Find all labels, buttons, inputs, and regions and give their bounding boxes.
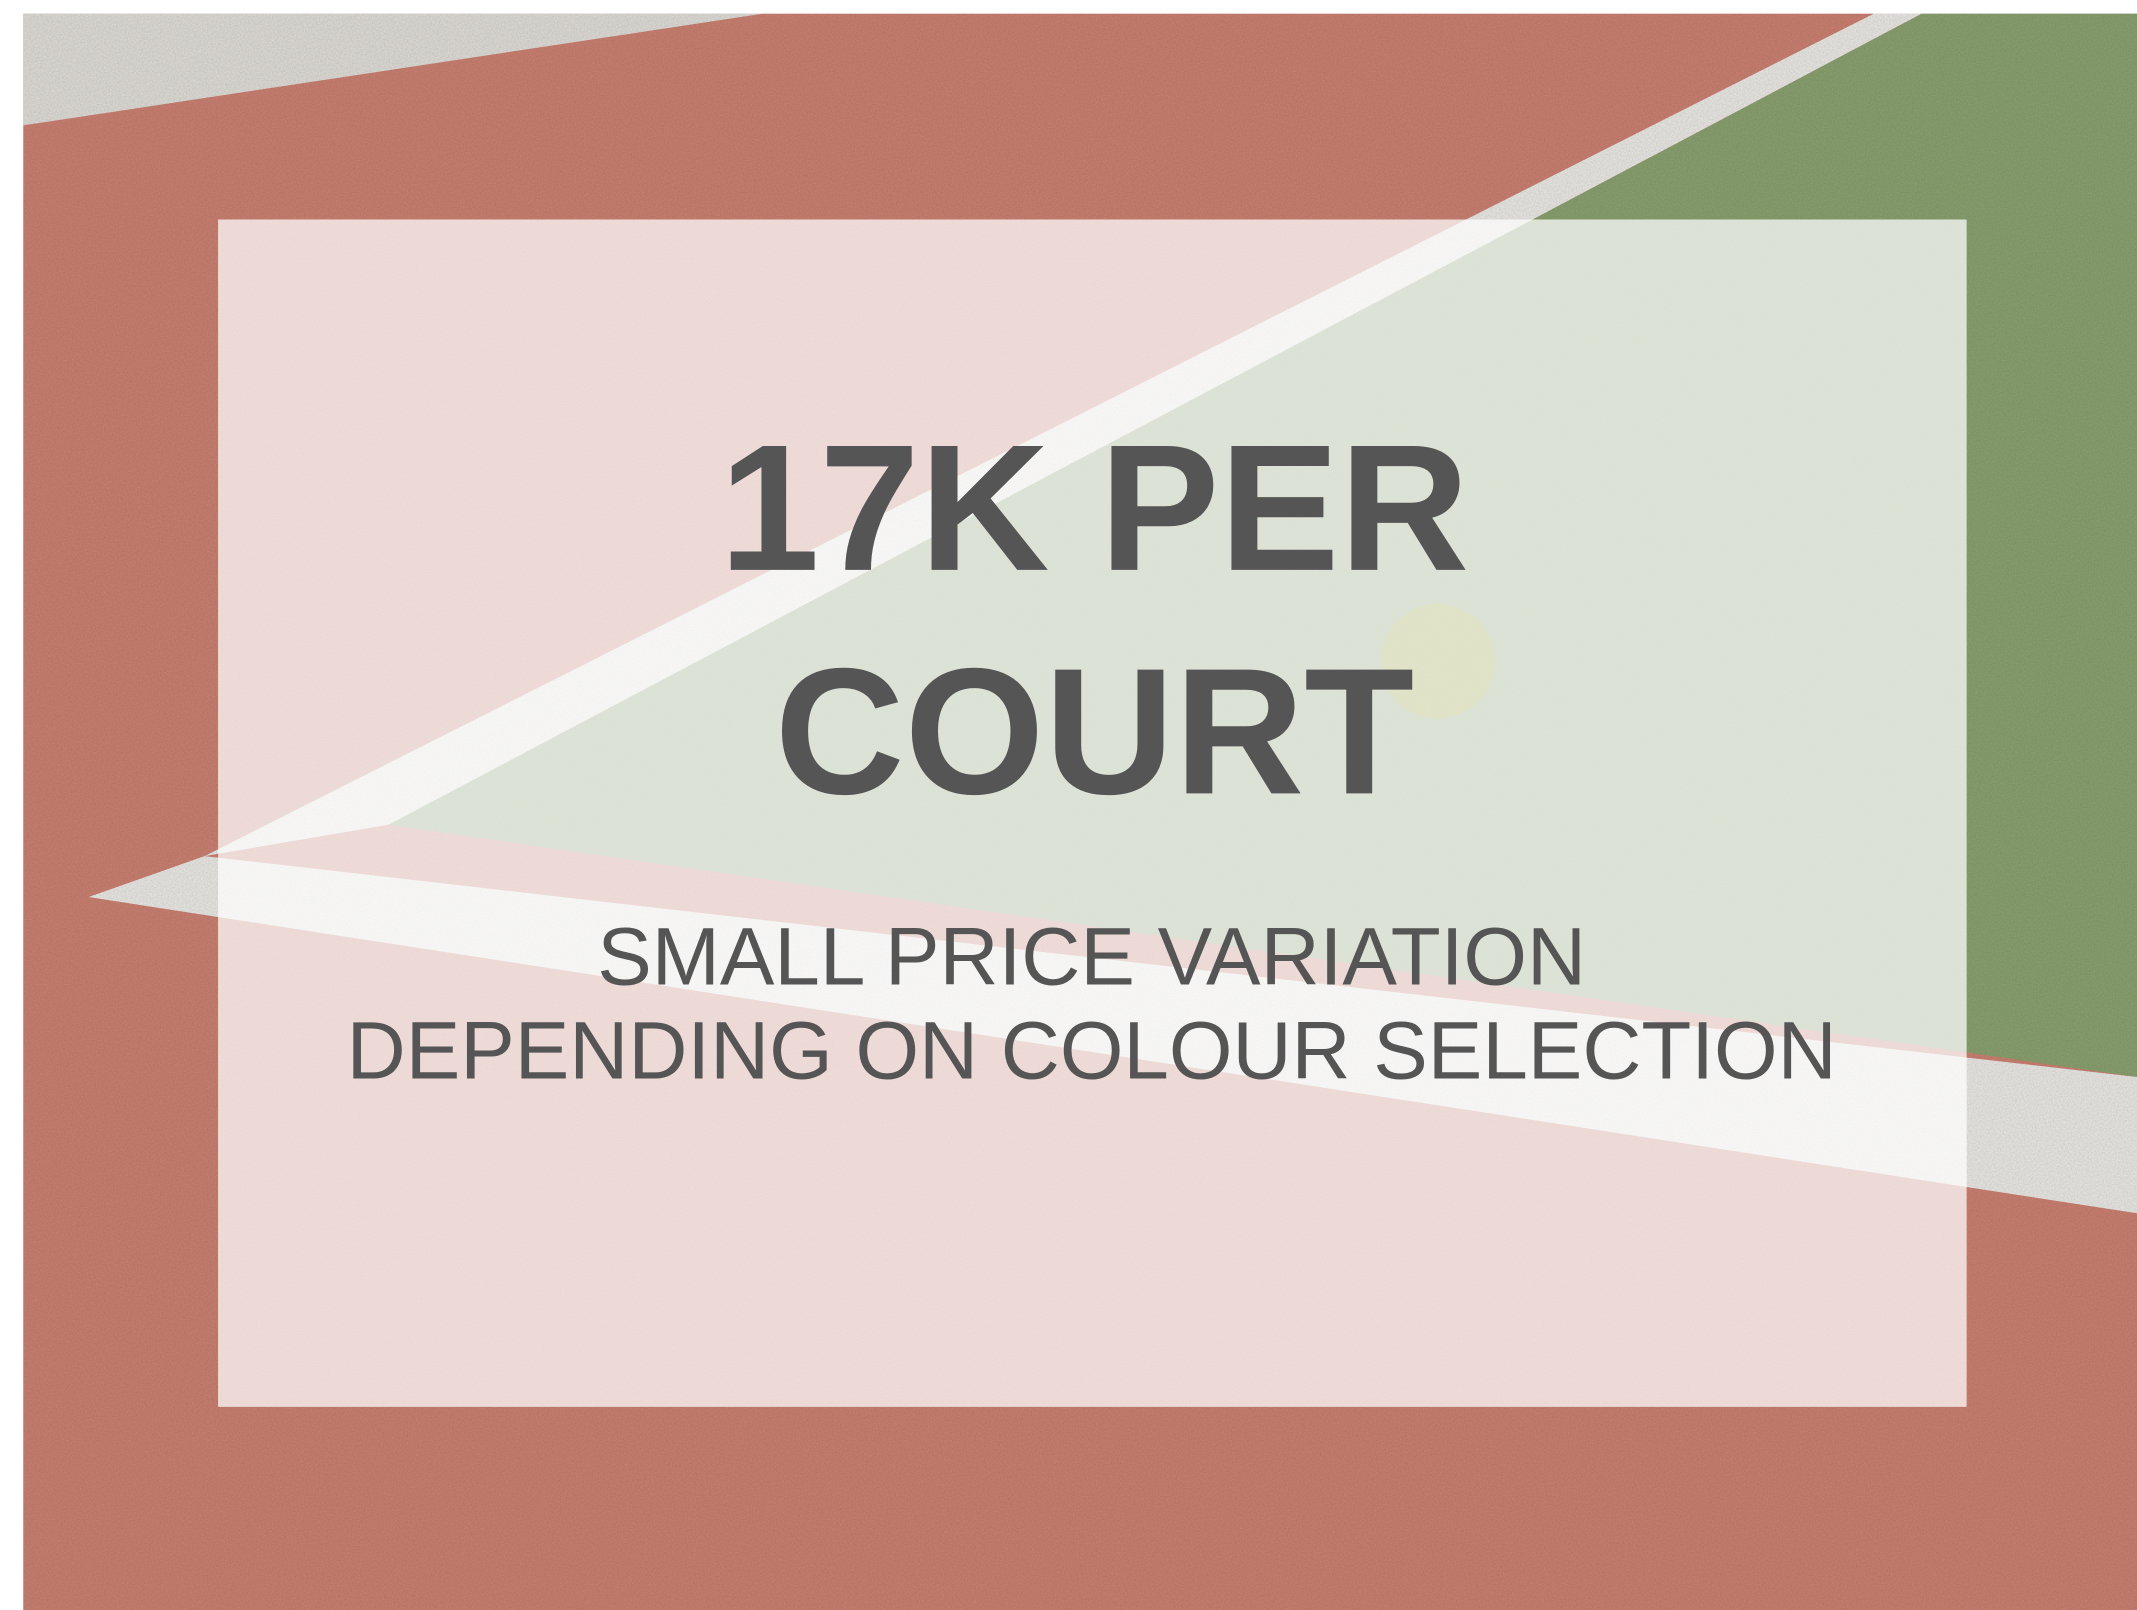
- subtitle-line: DEPENDING ON COLOUR SELECTION: [347, 1005, 1837, 1096]
- page: 17K PER COURT SMALL PRICE VARIATION DEPE…: [0, 0, 2137, 1610]
- title-line: COURT: [775, 631, 1415, 832]
- title-line: 17K PER: [719, 408, 1469, 609]
- slide: 17K PER COURT SMALL PRICE VARIATION DEPE…: [0, 0, 2137, 1610]
- subtitle-line: SMALL PRICE VARIATION: [597, 911, 1586, 1002]
